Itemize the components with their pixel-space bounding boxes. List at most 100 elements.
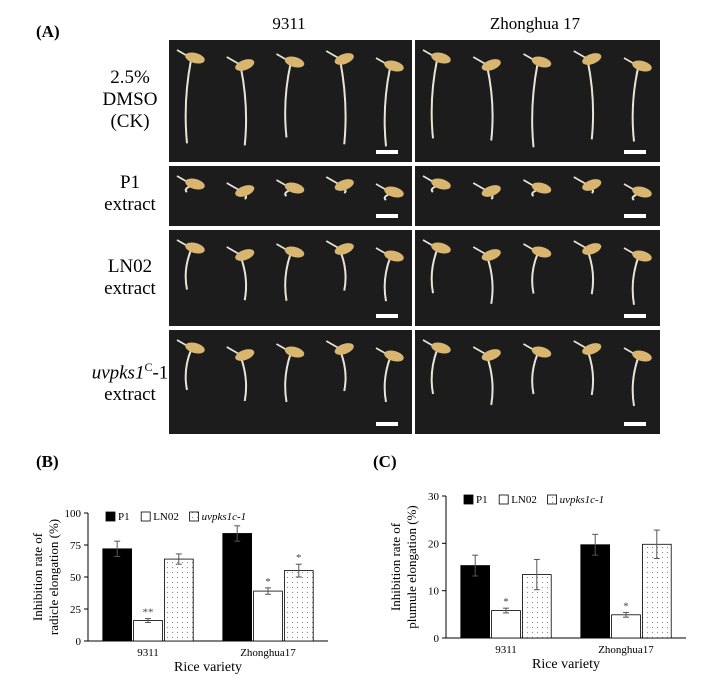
seedling-root bbox=[486, 356, 494, 406]
seed bbox=[531, 56, 552, 68]
legend-label: P1 bbox=[476, 494, 488, 506]
legend-label: P1 bbox=[118, 511, 130, 523]
row-label-ck: 2.5% DMSO (CK) bbox=[102, 67, 158, 132]
panel-a-label: (A) bbox=[36, 22, 60, 41]
x-tick-label: Zhonghua17 bbox=[598, 644, 654, 656]
seed bbox=[185, 52, 205, 64]
significance-marker: * bbox=[296, 552, 302, 564]
bar bbox=[253, 590, 283, 642]
photo-panel bbox=[415, 230, 660, 326]
legend-swatch bbox=[105, 511, 116, 522]
x-axis-label: Rice variety bbox=[532, 657, 600, 672]
seedling-root bbox=[383, 257, 391, 302]
seedling-root bbox=[486, 66, 494, 141]
column-title-9311: 9311 bbox=[272, 14, 306, 33]
photo-background bbox=[169, 230, 412, 326]
seed bbox=[235, 185, 255, 197]
seed bbox=[632, 250, 652, 262]
seedling-root bbox=[284, 253, 292, 301]
seed bbox=[531, 246, 552, 258]
y-tick-label: 25 bbox=[70, 604, 82, 616]
panel-b-label: (B) bbox=[36, 452, 59, 471]
seed bbox=[334, 243, 354, 255]
seed bbox=[284, 346, 305, 358]
seedling-root bbox=[531, 353, 539, 395]
seedling-root bbox=[184, 249, 192, 290]
seedling-root bbox=[383, 67, 391, 147]
scale-bar bbox=[376, 314, 398, 318]
bar bbox=[102, 548, 133, 642]
significance-marker: ** bbox=[143, 607, 154, 619]
seed bbox=[431, 342, 451, 354]
bar bbox=[133, 620, 163, 642]
row-label-ln02: LN02 extract bbox=[104, 256, 156, 299]
photo-panel bbox=[415, 40, 660, 162]
row-label-uvpks1c: uvpks1C-1 extract bbox=[91, 360, 169, 406]
y-axis-label: Inhibition rate ofplumule elongation (%) bbox=[388, 505, 419, 628]
photo-background bbox=[415, 230, 660, 326]
scale-bar bbox=[376, 214, 398, 218]
y-axis-label-line: Inhibition rate of bbox=[388, 522, 403, 611]
chart-c-plumule-inhibition: Inhibition rate ofplumule elongation (%)… bbox=[388, 491, 686, 672]
legend-swatch bbox=[547, 494, 558, 505]
photo-background bbox=[415, 330, 660, 434]
seed bbox=[582, 179, 602, 191]
seed bbox=[632, 60, 652, 72]
bar bbox=[283, 570, 314, 642]
photo-panel bbox=[415, 330, 660, 434]
seedling-root bbox=[586, 60, 595, 140]
x-tick-label: Zhonghua17 bbox=[240, 647, 296, 659]
legend-swatch bbox=[463, 494, 474, 505]
seed bbox=[582, 243, 602, 255]
bar bbox=[641, 543, 672, 639]
scale-bar bbox=[624, 422, 646, 426]
column-title-zhonghua17: Zhonghua 17 bbox=[489, 14, 581, 33]
photo-background bbox=[169, 330, 412, 434]
significance-marker: * bbox=[503, 596, 509, 608]
seedling-root bbox=[284, 353, 292, 403]
seed bbox=[384, 60, 404, 72]
seedling-root bbox=[284, 63, 292, 138]
seed bbox=[334, 343, 354, 355]
seedling-root bbox=[430, 249, 438, 294]
bar bbox=[580, 544, 611, 639]
seed bbox=[481, 59, 501, 71]
photo-panel bbox=[415, 166, 660, 226]
seed bbox=[284, 246, 305, 258]
x-tick-label: 9311 bbox=[137, 647, 159, 659]
seedling-root bbox=[486, 256, 494, 304]
seed bbox=[334, 179, 354, 191]
seedling-root bbox=[430, 59, 438, 139]
bar bbox=[491, 610, 521, 639]
seed bbox=[481, 185, 501, 197]
y-tick-label: 50 bbox=[70, 572, 82, 584]
y-tick-label: 10 bbox=[428, 586, 440, 598]
seed bbox=[481, 349, 501, 361]
seed bbox=[431, 52, 451, 64]
row-label-p1: P1 extract bbox=[104, 172, 156, 215]
panel-c-label: (C) bbox=[373, 452, 397, 471]
legend-swatch bbox=[140, 511, 151, 522]
scale-bar bbox=[376, 150, 398, 154]
x-axis-label: Rice variety bbox=[174, 660, 242, 675]
y-axis-label-line: Inhibition rate of bbox=[30, 532, 45, 621]
y-tick-label: 75 bbox=[70, 540, 82, 552]
seed bbox=[632, 186, 652, 198]
seedling-photo-grid bbox=[169, 40, 660, 434]
bar bbox=[611, 614, 641, 639]
significance-marker: * bbox=[265, 576, 271, 588]
seedling-root bbox=[531, 63, 539, 148]
seed bbox=[334, 53, 354, 65]
scale-bar bbox=[624, 314, 646, 318]
seedling-root bbox=[184, 349, 192, 391]
seed bbox=[632, 350, 652, 362]
seed bbox=[431, 242, 451, 254]
seedling-root bbox=[383, 357, 391, 403]
photo-background bbox=[415, 166, 660, 226]
seed bbox=[582, 53, 602, 65]
y-tick-label: 20 bbox=[428, 538, 440, 550]
legend-swatch bbox=[189, 511, 200, 522]
seedling-root bbox=[531, 253, 539, 294]
legend-label: uvpks1c-1 bbox=[202, 511, 247, 523]
bar bbox=[163, 558, 194, 642]
